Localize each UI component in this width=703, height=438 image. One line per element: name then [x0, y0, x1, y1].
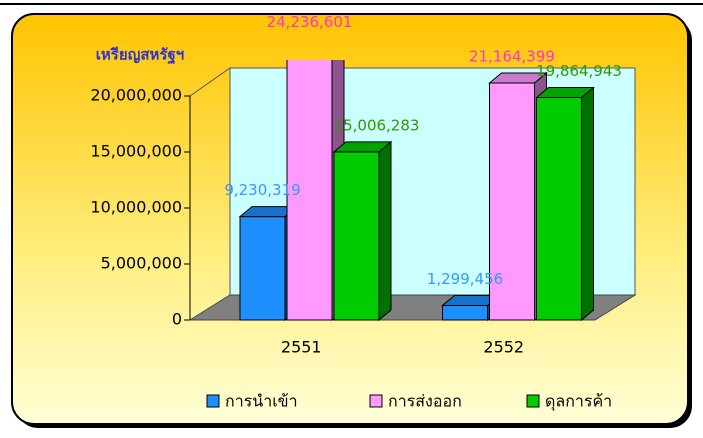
- data-label: 21,164,399: [469, 47, 555, 65]
- legend-label: ดุลการค้า: [545, 392, 612, 412]
- legend-swatch: [206, 394, 220, 408]
- y-tick-label: 20,000,000: [90, 86, 182, 105]
- y-tick-label: 5,000,000: [101, 254, 182, 273]
- bar-front: [536, 97, 582, 321]
- bar-top: [535, 87, 595, 99]
- bar-top: [332, 141, 393, 153]
- bar-front: [333, 151, 380, 321]
- legend-swatch: [526, 394, 540, 408]
- data-label: 15,006,283: [334, 116, 420, 134]
- y-tick-label: 10,000,000: [90, 198, 182, 217]
- legend-label: การส่งออก: [388, 392, 462, 411]
- y-tick-label: 0: [172, 310, 182, 329]
- x-tick-label: 2552: [483, 338, 524, 357]
- bar-side: [378, 140, 392, 322]
- data-label: 19,864,943: [536, 62, 622, 80]
- bar-front: [239, 216, 286, 321]
- y-axis-label: เหรียญสหรัฐฯ: [96, 46, 184, 65]
- data-label: 24,236,601: [267, 13, 353, 31]
- legend-label: การนำเข้า: [225, 392, 298, 411]
- data-label: 9,230,319: [224, 181, 300, 199]
- side-wall: [189, 67, 231, 321]
- data-label: 1,299,456: [427, 270, 503, 288]
- x-tick-label: 2551: [281, 338, 322, 357]
- bar-front: [442, 304, 488, 321]
- y-tick-label: 15,000,000: [90, 142, 182, 161]
- bar-top: [488, 72, 548, 84]
- legend-swatch: [369, 394, 383, 408]
- bar-front: [489, 82, 535, 321]
- bar-side: [581, 86, 594, 322]
